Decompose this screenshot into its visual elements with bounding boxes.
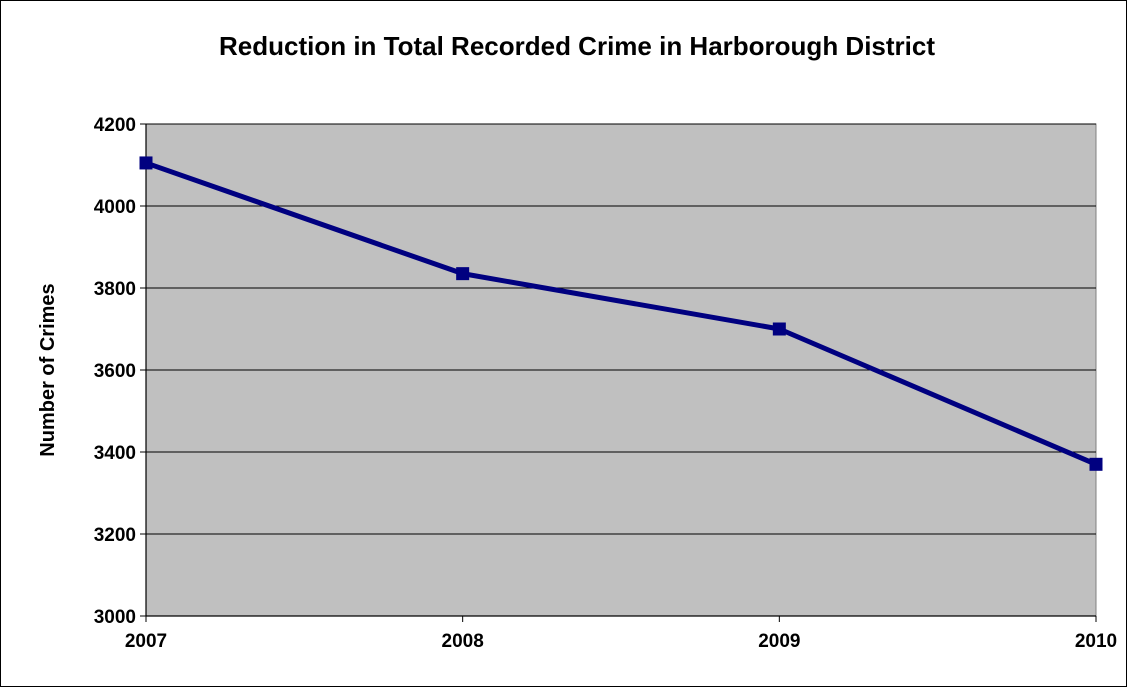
y-tick-label: 4200 — [94, 115, 136, 136]
y-tick-label: 3200 — [94, 525, 136, 546]
y-axis-ticks: 3000 3200 3400 3600 3800 4000 4200 — [94, 115, 146, 628]
data-point-2008 — [456, 267, 470, 281]
chart-title: Reduction in Total Recorded Crime in Har… — [219, 31, 935, 61]
y-tick-label: 3400 — [94, 443, 136, 464]
y-tick-label: 3000 — [94, 607, 136, 628]
y-tick-label: 3800 — [94, 279, 136, 300]
data-point-2007 — [139, 156, 153, 170]
y-tick-label: 4000 — [94, 197, 136, 218]
grid-lines — [146, 123, 1096, 535]
x-tick-label: 2009 — [758, 631, 800, 652]
data-point-2010 — [1089, 457, 1103, 471]
x-tick-label: 2010 — [1075, 631, 1117, 652]
data-point-2009 — [772, 322, 786, 336]
y-tick-label: 3600 — [94, 361, 136, 382]
x-tick-label: 2008 — [442, 631, 484, 652]
series-line — [145, 160, 1097, 467]
x-tick-label: 2007 — [125, 631, 167, 652]
series-group — [139, 156, 1103, 471]
y-axis-label: Number of Crimes — [37, 283, 59, 456]
x-axis-ticks: 2007 2008 2009 2010 — [125, 616, 1117, 652]
